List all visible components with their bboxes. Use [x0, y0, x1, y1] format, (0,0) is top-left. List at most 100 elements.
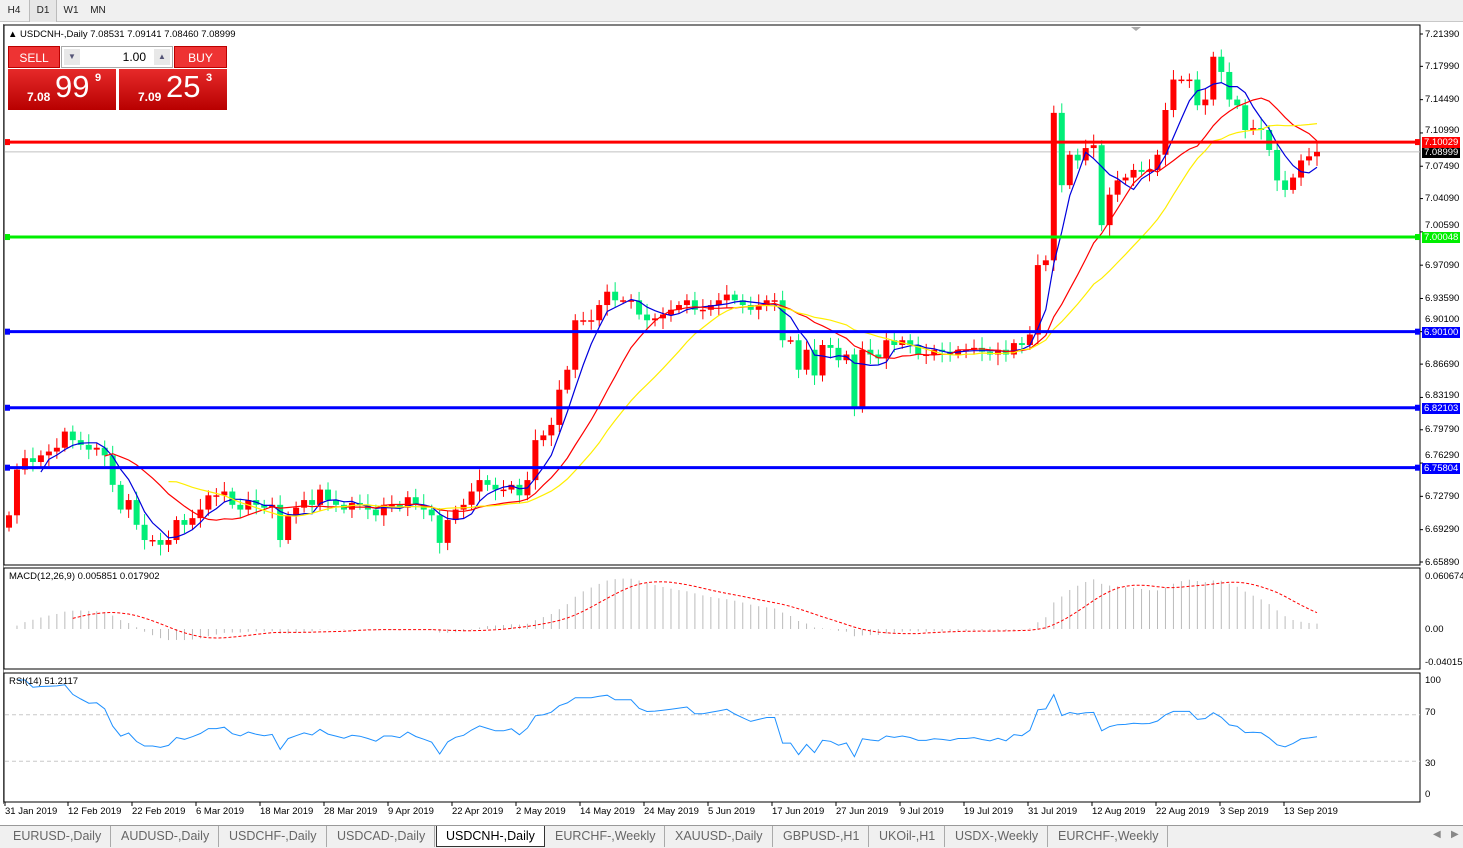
- candle-body: [1242, 105, 1249, 130]
- bid-price[interactable]: 7.08 99 9: [8, 69, 116, 110]
- tabs-scroll-right-icon[interactable]: ▶: [1451, 829, 1459, 840]
- candle-body: [500, 489, 507, 492]
- price-axis-label: 6.72790: [1425, 490, 1460, 502]
- buy-button[interactable]: BUY: [174, 46, 227, 68]
- candle-body: [348, 502, 355, 510]
- candle-body: [29, 458, 36, 463]
- candle-body: [277, 504, 284, 541]
- ask-prefix: 7.09: [138, 90, 162, 104]
- timeframe-mn[interactable]: MN: [90, 5, 106, 16]
- candle-body: [1090, 145, 1097, 149]
- lot-size-input[interactable]: ▼ 1.00 ▲: [61, 46, 173, 68]
- chart-shift-marker-icon: [1131, 27, 1141, 31]
- candle-body: [444, 520, 451, 543]
- lot-increase-icon[interactable]: ▲: [154, 49, 170, 65]
- candle-body: [835, 347, 842, 361]
- candle-body: [588, 320, 595, 322]
- candle-body: [1314, 151, 1320, 157]
- chart-tab[interactable]: USDCNH-,Daily: [436, 826, 545, 847]
- candle-body: [811, 349, 818, 376]
- candle-body: [763, 300, 770, 306]
- candle-body: [436, 515, 443, 543]
- bid-price-label: 7.08999: [1422, 146, 1461, 158]
- chart-tab[interactable]: XAUUSD-,Daily: [666, 826, 773, 847]
- ask-pips: 25: [166, 69, 201, 104]
- candle-body: [213, 495, 220, 497]
- timeframe-toolbar: H4 D1 W1 MN: [0, 0, 1463, 22]
- moving-average-5: [40, 81, 1318, 539]
- candle-body: [660, 314, 666, 319]
- hline-handle: [5, 234, 10, 241]
- candle-body: [787, 340, 794, 342]
- candle-body: [596, 305, 603, 321]
- rsi-axis-0: 0: [1425, 789, 1431, 800]
- candle-body: [699, 309, 706, 312]
- candle-body: [125, 500, 132, 510]
- date-axis-label: 14 May 2019: [580, 806, 635, 817]
- candle-body: [827, 344, 834, 348]
- date-axis-label: 6 Mar 2019: [196, 806, 245, 817]
- candle-body: [771, 300, 778, 302]
- main-panel-border: [3, 24, 1421, 566]
- candle-body: [644, 314, 651, 321]
- timeframe-h4[interactable]: H4: [7, 5, 21, 16]
- candle-body: [1306, 156, 1313, 161]
- tabs-scroll-left-icon[interactable]: ◀: [1433, 829, 1441, 840]
- candle-body: [69, 431, 76, 441]
- collapse-triangle-icon[interactable]: ▲: [8, 29, 18, 40]
- hline-price-label: 7.10029: [1422, 137, 1461, 149]
- chart-tab[interactable]: EURCHF-,Weekly: [546, 826, 666, 847]
- candle-body: [380, 504, 387, 516]
- candle-body: [1194, 79, 1201, 106]
- date-axis-label: 13 Sep 2019: [1284, 806, 1338, 817]
- date-axis-label: 18 Mar 2019: [260, 806, 314, 817]
- chart-tab[interactable]: AUDUSD-,Daily: [112, 826, 220, 847]
- candle-body: [1138, 169, 1145, 172]
- chart-tab[interactable]: USDCAD-,Daily: [328, 826, 436, 847]
- ask-price[interactable]: 7.09 25 3: [119, 69, 227, 110]
- chart-window[interactable]: [3, 24, 1463, 804]
- sell-button[interactable]: SELL: [8, 46, 60, 68]
- candle-body: [779, 300, 786, 341]
- candle-body: [101, 447, 108, 456]
- candle-body: [532, 440, 539, 481]
- timeframe-d1[interactable]: D1: [29, 0, 57, 22]
- candle-body: [1018, 343, 1025, 345]
- price-axis-label: 7.14490: [1425, 94, 1460, 106]
- candle-body: [1130, 169, 1137, 178]
- candle-body: [285, 515, 292, 541]
- chart-tab[interactable]: GBPUSD-,H1: [774, 826, 870, 847]
- hline-price-label: 6.75804: [1422, 462, 1461, 474]
- candle-body: [1106, 194, 1113, 226]
- chart-tab[interactable]: USDX-,Weekly: [946, 826, 1049, 847]
- candle-body: [1146, 169, 1153, 172]
- price-axis-label: 6.83190: [1425, 390, 1460, 402]
- rsi-axis-70: 70: [1425, 707, 1436, 718]
- candle-body: [396, 504, 403, 508]
- chart-tab[interactable]: USDCHF-,Daily: [220, 826, 327, 847]
- hline-handle: [1415, 139, 1420, 146]
- chart-header: ▲ USDCNH-,Daily 7.08531 7.09141 7.08460 …: [8, 29, 236, 40]
- candle-body: [93, 447, 100, 450]
- candle-body: [620, 300, 627, 302]
- candle-body: [652, 318, 659, 321]
- candle-body: [293, 507, 300, 516]
- hline-handle: [1415, 404, 1420, 411]
- chart-tab[interactable]: EURUSD-,Daily: [4, 826, 112, 847]
- candle-body: [149, 540, 156, 542]
- chart-tab[interactable]: EURCHF-,Weekly: [1049, 826, 1169, 847]
- candle-body: [1034, 265, 1041, 335]
- candle-body: [739, 300, 746, 306]
- chart-tab[interactable]: UKOil-,H1: [870, 826, 946, 847]
- candle-body: [301, 500, 308, 508]
- candle-body: [604, 291, 611, 306]
- candle-body: [1218, 56, 1225, 72]
- price-axis-label: 6.93590: [1425, 292, 1460, 304]
- date-axis-label: 9 Jul 2019: [900, 806, 944, 817]
- timeframe-w1[interactable]: W1: [63, 5, 79, 16]
- date-axis-label: 12 Aug 2019: [1092, 806, 1146, 817]
- lot-value[interactable]: 1.00: [122, 50, 146, 64]
- lot-decrease-icon[interactable]: ▼: [64, 49, 80, 65]
- candle-body: [77, 440, 84, 445]
